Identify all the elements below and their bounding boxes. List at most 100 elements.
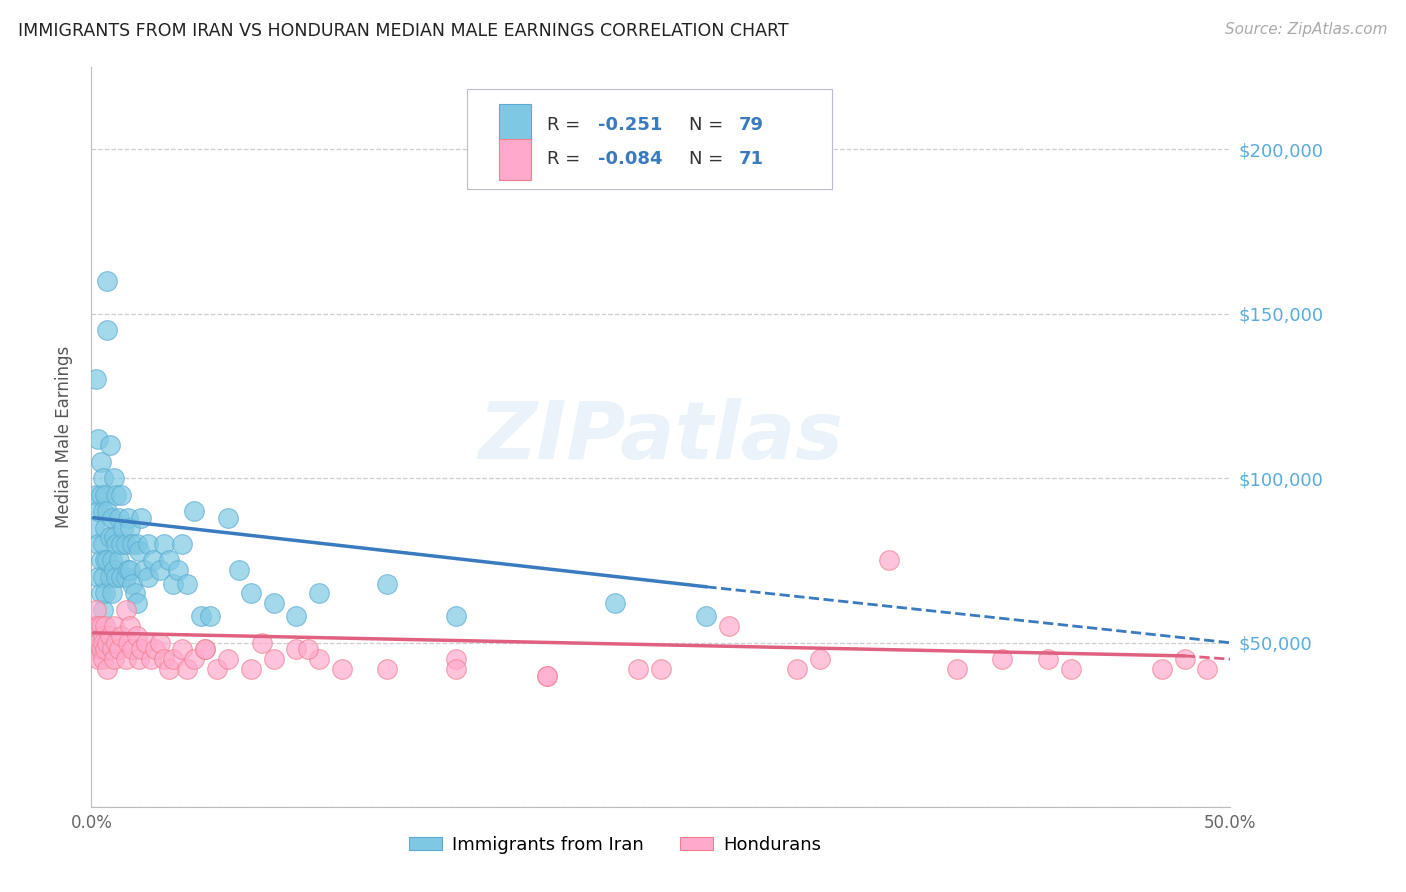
Point — [98, 629, 121, 643]
Point — [1060, 662, 1083, 676]
Point — [167, 563, 190, 577]
Point — [94, 586, 117, 600]
Point — [650, 662, 672, 676]
Point — [84, 629, 107, 643]
Point — [117, 563, 139, 577]
Point — [131, 642, 153, 657]
Point — [194, 642, 217, 657]
Point — [131, 510, 153, 524]
Point — [110, 488, 132, 502]
Point — [96, 662, 118, 676]
Point — [94, 553, 117, 567]
Point — [124, 586, 146, 600]
Point — [125, 629, 148, 643]
Point — [536, 668, 558, 682]
Point — [83, 636, 105, 650]
Point — [91, 537, 114, 551]
Point — [121, 576, 143, 591]
Point — [153, 652, 176, 666]
Point — [89, 488, 111, 502]
Point — [125, 596, 148, 610]
Point — [114, 652, 136, 666]
Point — [94, 520, 117, 534]
Text: -0.084: -0.084 — [598, 151, 662, 169]
Point — [105, 636, 128, 650]
Point — [96, 274, 118, 288]
Point — [87, 570, 110, 584]
Point — [101, 586, 124, 600]
Text: R =: R = — [547, 151, 586, 169]
Point — [103, 652, 125, 666]
Point — [96, 636, 118, 650]
Point — [121, 642, 143, 657]
Point — [103, 531, 125, 545]
Point — [91, 652, 114, 666]
Point — [183, 652, 205, 666]
Point — [263, 652, 285, 666]
Point — [605, 596, 627, 610]
Point — [176, 662, 198, 676]
Point — [308, 652, 330, 666]
Point — [946, 662, 969, 676]
Point — [157, 662, 180, 676]
Point — [91, 629, 114, 643]
Text: ZIPatlas: ZIPatlas — [478, 398, 844, 476]
Point — [98, 570, 121, 584]
Text: -0.251: -0.251 — [598, 116, 662, 134]
Point — [217, 510, 239, 524]
Point — [121, 537, 143, 551]
Point — [285, 642, 308, 657]
Point — [110, 570, 132, 584]
Point — [107, 553, 129, 567]
Point — [120, 563, 142, 577]
Point — [105, 570, 128, 584]
Text: 71: 71 — [738, 151, 763, 169]
Point — [217, 652, 239, 666]
Point — [239, 586, 262, 600]
Point — [98, 438, 121, 452]
Text: N =: N = — [689, 116, 730, 134]
Point — [285, 609, 308, 624]
Text: Source: ZipAtlas.com: Source: ZipAtlas.com — [1225, 22, 1388, 37]
Point — [786, 662, 808, 676]
Point — [94, 642, 117, 657]
FancyBboxPatch shape — [499, 139, 531, 180]
Point — [536, 668, 558, 682]
Point — [89, 553, 111, 567]
Point — [114, 537, 136, 551]
Point — [128, 543, 150, 558]
Point — [103, 471, 125, 485]
Point — [101, 642, 124, 657]
Point — [101, 510, 124, 524]
Point — [87, 504, 110, 518]
Point — [120, 520, 142, 534]
Point — [87, 636, 110, 650]
Point — [110, 537, 132, 551]
Point — [94, 619, 117, 633]
Point — [84, 372, 107, 386]
Text: R =: R = — [547, 116, 586, 134]
Point — [84, 603, 107, 617]
Point — [125, 537, 148, 551]
Point — [172, 537, 194, 551]
Point — [176, 576, 198, 591]
Point — [91, 504, 114, 518]
Point — [183, 504, 205, 518]
Point — [117, 636, 139, 650]
Point — [87, 432, 110, 446]
Point — [808, 652, 831, 666]
Point — [1150, 662, 1173, 676]
Legend: Immigrants from Iran, Hondurans: Immigrants from Iran, Hondurans — [402, 829, 828, 861]
Point — [84, 488, 107, 502]
Point — [330, 662, 353, 676]
Point — [142, 553, 165, 567]
Point — [110, 629, 132, 643]
Point — [87, 537, 110, 551]
Point — [162, 576, 184, 591]
Point — [91, 570, 114, 584]
Point — [205, 662, 228, 676]
Point — [98, 531, 121, 545]
Point — [132, 563, 155, 577]
Point — [194, 642, 217, 657]
Y-axis label: Median Male Earnings: Median Male Earnings — [55, 346, 73, 528]
